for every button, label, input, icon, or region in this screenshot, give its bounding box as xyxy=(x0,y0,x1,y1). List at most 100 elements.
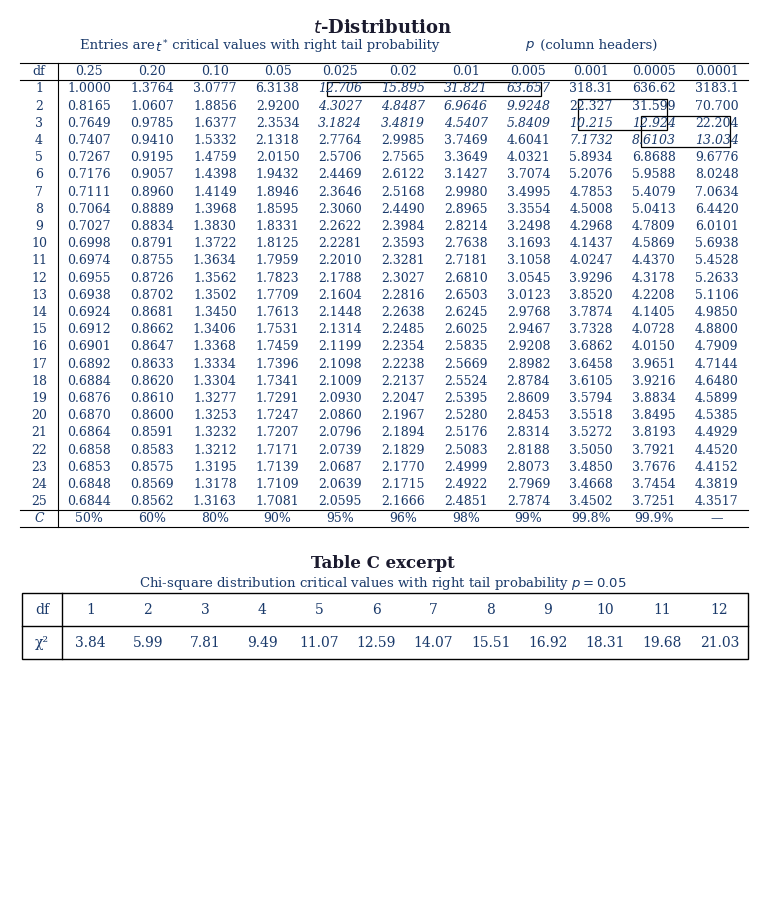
Text: 19.68: 19.68 xyxy=(643,636,682,650)
Text: 4.3517: 4.3517 xyxy=(695,496,739,508)
Text: 5.4528: 5.4528 xyxy=(695,254,739,268)
Text: 31.599: 31.599 xyxy=(632,99,676,113)
Text: 8: 8 xyxy=(486,603,495,617)
Text: 2.9980: 2.9980 xyxy=(444,186,488,198)
Text: 0.001: 0.001 xyxy=(573,65,609,78)
Text: 12: 12 xyxy=(31,271,47,285)
Text: Chi-square distribution critical values with right tail probability $p = 0.05$: Chi-square distribution critical values … xyxy=(139,576,627,592)
Text: 4.7853: 4.7853 xyxy=(569,186,613,198)
Text: 0.6848: 0.6848 xyxy=(67,478,111,491)
Text: 2.3984: 2.3984 xyxy=(381,220,425,232)
Text: 0.6998: 0.6998 xyxy=(67,237,111,250)
Text: 2.8214: 2.8214 xyxy=(444,220,488,232)
Text: 4.0728: 4.0728 xyxy=(632,323,676,336)
Text: 19: 19 xyxy=(31,392,47,405)
Text: 0.6938: 0.6938 xyxy=(67,288,111,302)
Text: 2: 2 xyxy=(35,99,43,113)
Text: critical values with right tail probability: critical values with right tail probabil… xyxy=(168,39,443,52)
Text: 2.2238: 2.2238 xyxy=(381,358,425,370)
Text: 3.8520: 3.8520 xyxy=(569,288,613,302)
Text: 2.5524: 2.5524 xyxy=(444,375,487,387)
Text: 2.7181: 2.7181 xyxy=(444,254,488,268)
Text: C: C xyxy=(35,513,44,525)
Text: 1.7709: 1.7709 xyxy=(256,288,299,302)
Text: 0.8834: 0.8834 xyxy=(130,220,174,232)
Text: 1.4398: 1.4398 xyxy=(193,168,237,181)
Text: 2.7874: 2.7874 xyxy=(507,496,550,508)
Text: 0.8575: 0.8575 xyxy=(130,460,174,474)
Text: 2.1715: 2.1715 xyxy=(381,478,425,491)
Text: 1.7396: 1.7396 xyxy=(255,358,299,370)
Text: 2.2137: 2.2137 xyxy=(381,375,425,387)
Text: 2.6810: 2.6810 xyxy=(444,271,488,285)
Text: 12.924: 12.924 xyxy=(632,117,676,130)
Text: 0.8755: 0.8755 xyxy=(130,254,174,268)
Text: 1.3232: 1.3232 xyxy=(193,426,237,440)
Text: 4.1405: 4.1405 xyxy=(632,306,676,319)
Text: 5.4079: 5.4079 xyxy=(632,186,676,198)
Text: 0.6876: 0.6876 xyxy=(67,392,111,405)
Text: 1.3968: 1.3968 xyxy=(193,203,237,215)
Text: 3.6458: 3.6458 xyxy=(569,358,613,370)
Text: 5.2633: 5.2633 xyxy=(695,271,739,285)
Text: 2.9208: 2.9208 xyxy=(507,341,550,353)
Text: 7.81: 7.81 xyxy=(189,636,220,650)
Text: 1.7171: 1.7171 xyxy=(255,443,299,457)
Text: 3.0123: 3.0123 xyxy=(506,288,551,302)
Text: 2.0739: 2.0739 xyxy=(318,443,362,457)
Text: 2.8965: 2.8965 xyxy=(444,203,488,215)
Text: 3.4668: 3.4668 xyxy=(569,478,613,491)
Text: 2.1009: 2.1009 xyxy=(318,375,362,387)
Text: 7.1732: 7.1732 xyxy=(569,134,613,147)
Text: 0.6912: 0.6912 xyxy=(67,323,111,336)
Text: 23: 23 xyxy=(31,460,47,474)
Text: 2.8314: 2.8314 xyxy=(506,426,551,440)
Text: 0.9195: 0.9195 xyxy=(130,151,174,164)
Text: 2.5669: 2.5669 xyxy=(444,358,488,370)
Text: 9.6776: 9.6776 xyxy=(695,151,739,164)
Text: 5.99: 5.99 xyxy=(133,636,163,650)
Text: 5: 5 xyxy=(315,603,324,617)
Text: 2.1967: 2.1967 xyxy=(381,409,425,422)
Text: 0.8791: 0.8791 xyxy=(130,237,174,250)
Text: 4.0247: 4.0247 xyxy=(569,254,613,268)
Text: 1.3764: 1.3764 xyxy=(130,82,174,96)
Text: 6: 6 xyxy=(372,603,380,617)
Text: 4.4929: 4.4929 xyxy=(695,426,739,440)
Text: 2.2638: 2.2638 xyxy=(381,306,425,319)
Text: 10: 10 xyxy=(31,237,47,250)
Text: 0.6884: 0.6884 xyxy=(67,375,111,387)
Text: 1.7341: 1.7341 xyxy=(255,375,299,387)
Text: 1.7613: 1.7613 xyxy=(255,306,299,319)
Text: 1.7207: 1.7207 xyxy=(256,426,299,440)
Text: 1.7823: 1.7823 xyxy=(255,271,299,285)
Text: 18.31: 18.31 xyxy=(585,636,625,650)
Text: 2.8982: 2.8982 xyxy=(507,358,550,370)
Text: 8: 8 xyxy=(35,203,43,215)
Text: 2.5706: 2.5706 xyxy=(318,151,362,164)
Text: 4.2968: 4.2968 xyxy=(569,220,613,232)
Text: 0.8562: 0.8562 xyxy=(130,496,174,508)
Text: 2.1829: 2.1829 xyxy=(381,443,425,457)
Text: 2.7565: 2.7565 xyxy=(381,151,425,164)
Bar xyxy=(578,99,667,131)
Text: 1.8595: 1.8595 xyxy=(256,203,299,215)
Text: 2.8188: 2.8188 xyxy=(506,443,551,457)
Text: 2.4490: 2.4490 xyxy=(381,203,425,215)
Text: 0.8681: 0.8681 xyxy=(130,306,174,319)
Text: 318.31: 318.31 xyxy=(569,82,613,96)
Text: 4.0321: 4.0321 xyxy=(506,151,551,164)
Text: 1.3450: 1.3450 xyxy=(193,306,237,319)
Text: 1.5332: 1.5332 xyxy=(193,134,237,147)
Text: 2.2281: 2.2281 xyxy=(318,237,362,250)
Text: 3.4819: 3.4819 xyxy=(381,117,425,130)
Text: 0.6924: 0.6924 xyxy=(67,306,111,319)
Text: 2.2047: 2.2047 xyxy=(381,392,425,405)
Text: 3183.1: 3183.1 xyxy=(695,82,739,96)
Text: 3.7251: 3.7251 xyxy=(632,496,676,508)
Text: 0.8662: 0.8662 xyxy=(130,323,174,336)
Text: 21.03: 21.03 xyxy=(700,636,739,650)
Text: 2.3060: 2.3060 xyxy=(318,203,362,215)
Text: 11: 11 xyxy=(31,254,47,268)
Text: 0.8583: 0.8583 xyxy=(130,443,174,457)
